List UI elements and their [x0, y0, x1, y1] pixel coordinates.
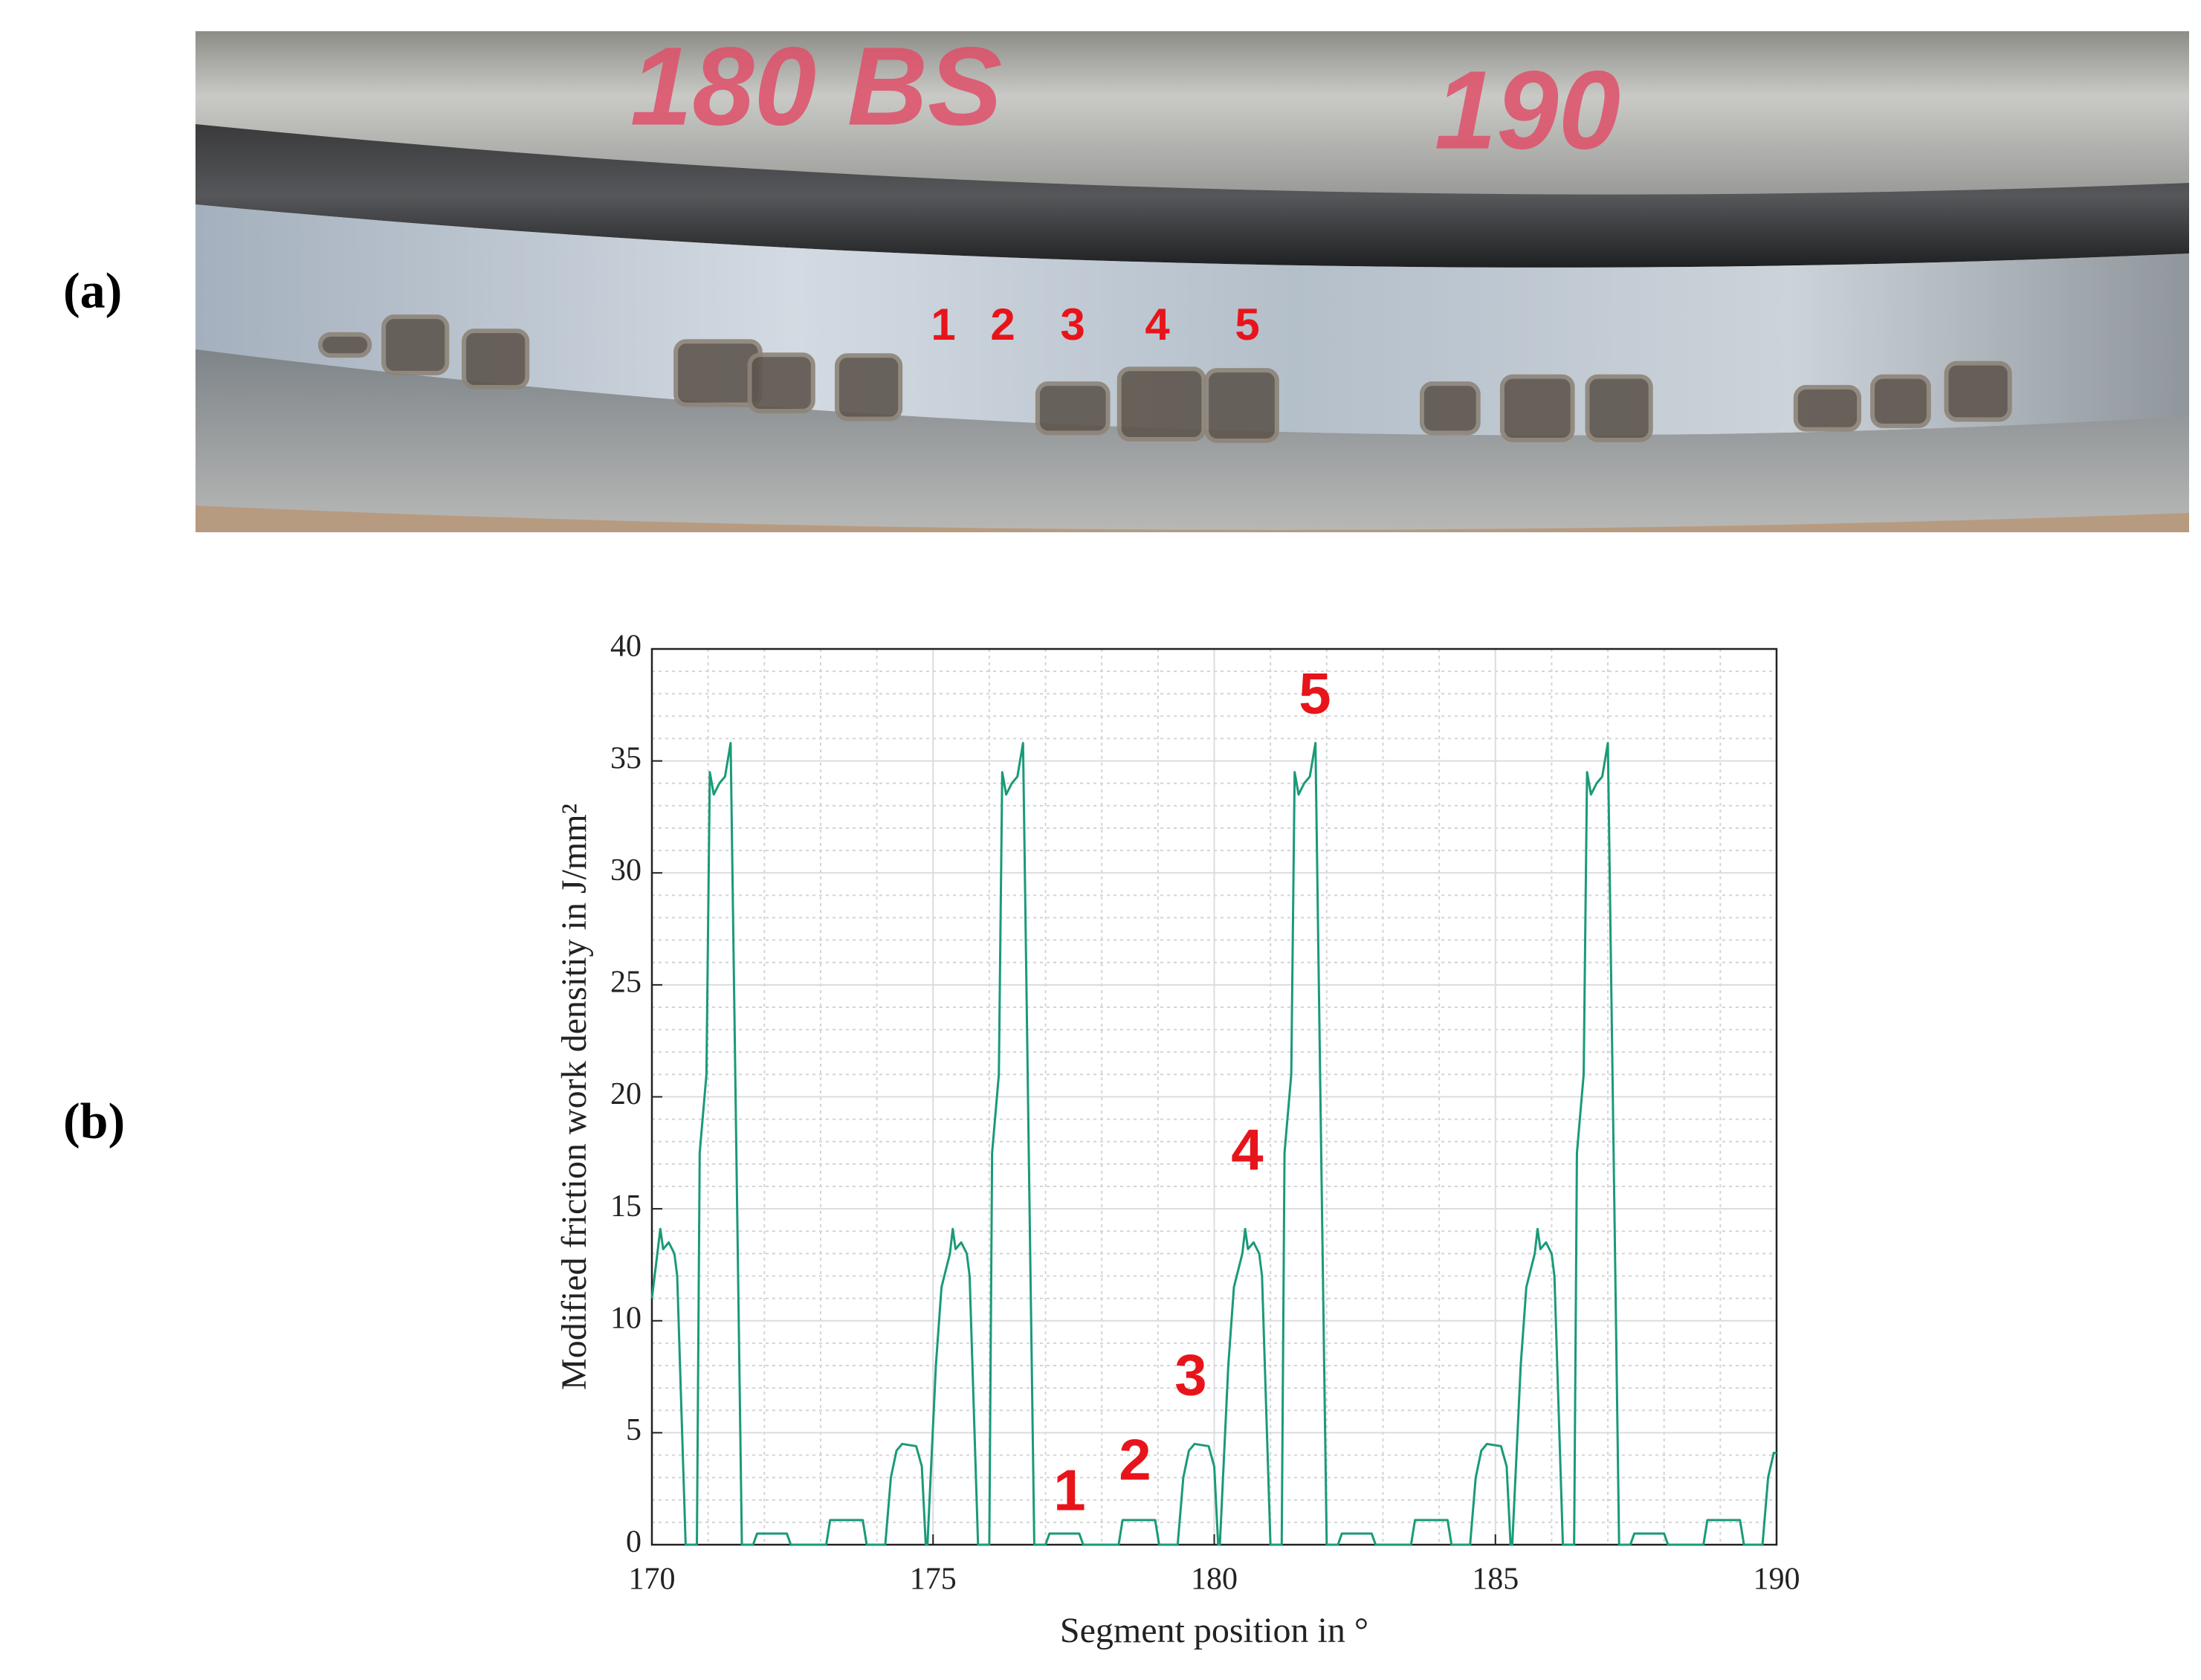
handwritten-label: 190 — [1435, 48, 1620, 172]
y-axis-label: Modified friction work densitiy in J/mm² — [555, 804, 594, 1390]
wear-mark — [462, 329, 530, 390]
x-tick-label: 185 — [1472, 1563, 1519, 1597]
wear-mark — [834, 353, 903, 421]
y-tick-label: 30 — [610, 853, 641, 888]
groove — [195, 124, 2189, 268]
annotation: 3 — [1174, 1343, 1206, 1408]
wear-mark — [1499, 374, 1575, 442]
handwriting: 180 BS 190 — [630, 24, 1620, 172]
y-tick-label: 35 — [610, 741, 641, 775]
wear-mark — [1204, 368, 1279, 443]
handwritten-label: 180 BS — [630, 24, 1002, 149]
photo-marker: 3 — [1060, 300, 1085, 349]
y-tick-label: 20 — [610, 1077, 641, 1111]
wear-mark — [1870, 374, 1931, 428]
annotation: 2 — [1119, 1427, 1151, 1493]
photo-marker: 1 — [931, 300, 955, 349]
y-tick-label: 10 — [610, 1301, 641, 1335]
y-tick-label: 5 — [626, 1413, 641, 1447]
wear-mark — [1116, 366, 1206, 442]
y-tick-label: 40 — [610, 630, 641, 664]
wear-marks — [317, 314, 2012, 443]
y-tick-label: 25 — [610, 966, 641, 1000]
wear-mark — [1944, 361, 2012, 422]
data-line — [650, 742, 1777, 1546]
wear-mark — [381, 314, 450, 375]
x-tick-label: 175 — [910, 1563, 957, 1597]
annotation: 5 — [1299, 661, 1331, 726]
photo-marker: 2 — [990, 300, 1015, 349]
panel-label: (a) — [63, 262, 122, 319]
wear-mark — [1419, 381, 1481, 436]
wear-mark — [317, 332, 372, 358]
annotation: 1 — [1053, 1458, 1085, 1523]
x-axis-label: Segment position in ° — [1060, 1611, 1368, 1650]
x-tick-label: 190 — [1754, 1563, 1800, 1597]
photo-marker: 5 — [1235, 300, 1259, 349]
x-tick-label: 180 — [1191, 1563, 1238, 1597]
annotation: 4 — [1231, 1117, 1263, 1183]
panel-label: (b) — [63, 1093, 125, 1149]
wear-mark — [747, 352, 815, 414]
wear-mark — [1585, 374, 1653, 442]
y-tick-label: 15 — [610, 1189, 641, 1224]
plot-frame — [650, 647, 1778, 1546]
outer-ring — [195, 31, 2189, 195]
wear-mark — [1035, 381, 1111, 436]
y-tick-label: 0 — [626, 1525, 641, 1560]
photo-marker: 4 — [1145, 300, 1170, 349]
x-tick-label: 170 — [629, 1563, 676, 1597]
wear-mark — [1793, 384, 1862, 432]
